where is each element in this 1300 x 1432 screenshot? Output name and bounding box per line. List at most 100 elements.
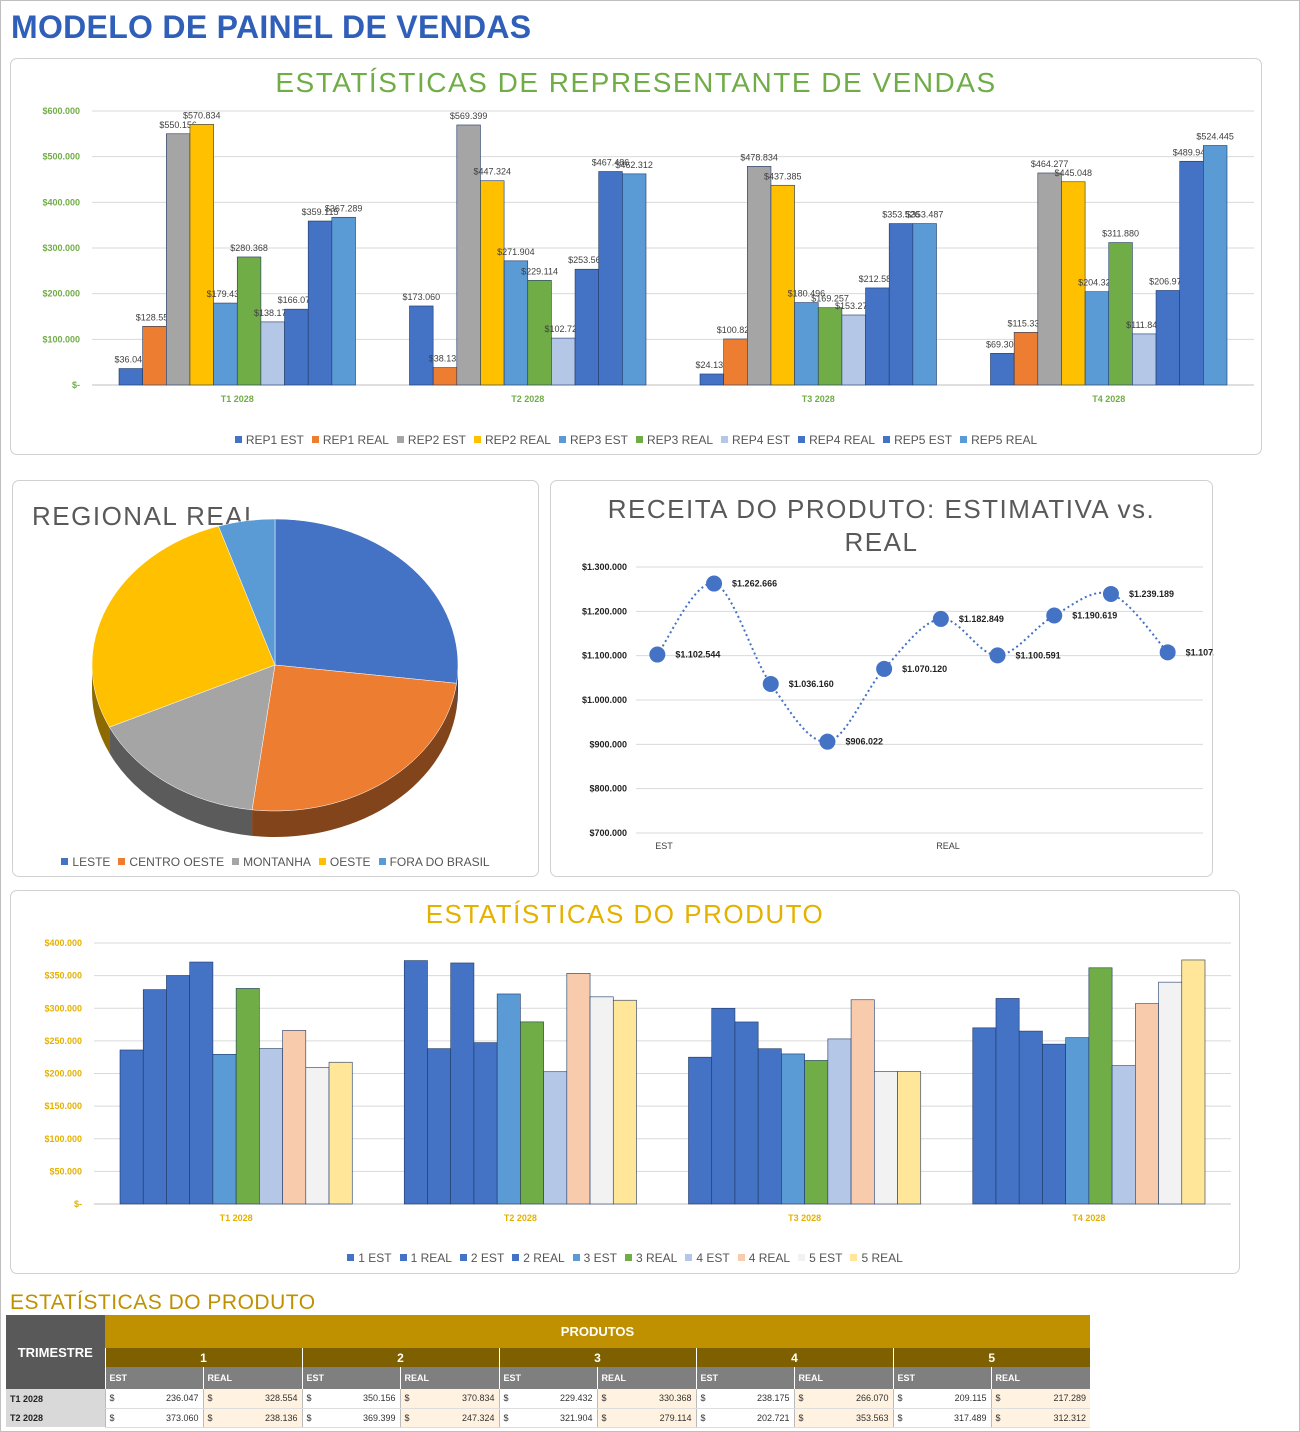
table-row: T2 2028 $373.060 $238.136 $369.399 $247.324 $… bbox=[6, 1408, 1090, 1428]
line-chart-title: RECEITA DO PRODUTO: ESTIMATIVA vs. REAL bbox=[607, 494, 1156, 557]
data-label: $353.487 bbox=[906, 210, 944, 220]
data-label: $906.022 bbox=[845, 737, 883, 747]
value-cell: $328.554 bbox=[202, 1389, 302, 1409]
legend-swatch bbox=[685, 1254, 693, 1261]
amount: 321.904 bbox=[559, 1412, 593, 1423]
bar bbox=[260, 321, 285, 386]
legend-label: REP1 REAL bbox=[322, 433, 389, 447]
legend-swatch bbox=[512, 1254, 520, 1261]
data-label: $173.060 bbox=[403, 292, 441, 302]
sub-header: REAL bbox=[990, 1367, 1090, 1389]
bar bbox=[827, 1038, 852, 1205]
data-label: $1.100.591 bbox=[1016, 650, 1061, 660]
value-cell: $217.289 bbox=[990, 1389, 1090, 1409]
data-label: $311.880 bbox=[1102, 229, 1139, 239]
sub-header: REAL bbox=[399, 1367, 499, 1389]
data-label: $271.904 bbox=[497, 247, 535, 257]
y-tick-label: $200.000 bbox=[42, 289, 80, 299]
bar bbox=[1179, 160, 1204, 386]
data-label: $1.239.189 bbox=[1129, 589, 1174, 599]
y-tick-label: $100.000 bbox=[42, 334, 80, 344]
legend-swatch bbox=[311, 436, 319, 443]
x-tick-label: T1 2028 bbox=[220, 1213, 253, 1223]
legend-item: 5 REAL bbox=[850, 1251, 903, 1265]
currency-symbol: $ bbox=[503, 1393, 509, 1404]
currency-symbol: $ bbox=[404, 1393, 410, 1404]
y-tick-label: $- bbox=[74, 1199, 82, 1209]
legend-item: FORA DO BRASIL bbox=[378, 855, 490, 869]
currency-symbol: $ bbox=[306, 1393, 312, 1404]
page-title: MODELO DE PAINEL DE VENDAS bbox=[11, 9, 532, 45]
bar bbox=[328, 1061, 353, 1205]
bar bbox=[897, 1071, 922, 1205]
product-number-header: 5 bbox=[892, 1348, 1090, 1367]
rep-bar-chart: $- $100.000 $200.000 $300.000 $400.000 $500.0… bbox=[42, 106, 1254, 404]
value-cell: $350.156 bbox=[301, 1389, 400, 1409]
data-label: $138.175 bbox=[254, 308, 292, 318]
value-cell: $279.114 bbox=[596, 1408, 696, 1428]
data-point bbox=[1046, 607, 1063, 624]
bar bbox=[166, 133, 191, 386]
bar bbox=[166, 975, 190, 1205]
product-number-header: 2 bbox=[301, 1348, 499, 1367]
legend-label: 4 EST bbox=[696, 1251, 730, 1265]
bar bbox=[1111, 1065, 1136, 1205]
currency-symbol: $ bbox=[306, 1412, 312, 1423]
y-tick-label: $50.000 bbox=[49, 1166, 82, 1176]
legend-swatch bbox=[721, 436, 729, 443]
data-label: $445.048 bbox=[1055, 168, 1093, 178]
legend-swatch bbox=[883, 436, 891, 443]
pie-slice bbox=[91, 525, 276, 728]
bar bbox=[307, 220, 333, 386]
x-tick-label: T4 2028 bbox=[1092, 394, 1125, 404]
product-number-header: 4 bbox=[695, 1348, 893, 1367]
data-label: $115.337 bbox=[1008, 318, 1045, 328]
y-tick-label: $1.200.000 bbox=[582, 606, 627, 616]
legend-label: 3 EST bbox=[583, 1251, 617, 1265]
bar bbox=[850, 999, 875, 1205]
data-label: $462.312 bbox=[615, 160, 653, 170]
bar bbox=[995, 998, 1020, 1205]
data-label: $204.328 bbox=[1078, 278, 1116, 288]
legend-item: REP4 REAL bbox=[798, 433, 875, 447]
value-cell: $369.399 bbox=[301, 1408, 400, 1428]
bar bbox=[566, 973, 591, 1205]
data-label: $153.279 bbox=[835, 301, 873, 311]
y-tick-label: $150.000 bbox=[44, 1101, 82, 1111]
data-label: $180.496 bbox=[788, 289, 826, 299]
data-label: $100.822 bbox=[717, 325, 755, 335]
data-point bbox=[1159, 644, 1176, 661]
currency-symbol: $ bbox=[601, 1393, 607, 1404]
data-point bbox=[932, 610, 949, 627]
amount: 229.432 bbox=[559, 1393, 593, 1404]
product-chart-legend: 1 EST 1 REAL 2 EST 2 REAL 3 EST 3 REAL 4 EST 4 … bbox=[11, 1251, 1239, 1265]
y-tick-label: $800.000 bbox=[589, 784, 627, 794]
amount: 238.136 bbox=[264, 1412, 298, 1423]
bar bbox=[1203, 145, 1228, 386]
amount: 370.834 bbox=[461, 1393, 495, 1404]
currency-symbol: $ bbox=[798, 1412, 804, 1423]
y-tick-label: $900.000 bbox=[589, 739, 627, 749]
bar bbox=[770, 184, 795, 386]
data-label: $1.102.544 bbox=[675, 650, 720, 660]
legend-item: REP2 EST bbox=[396, 433, 466, 447]
legend-item: REP5 EST bbox=[883, 433, 952, 447]
data-label: $38.136 bbox=[429, 354, 462, 364]
bar bbox=[235, 988, 260, 1205]
pie-slice bbox=[251, 664, 457, 812]
legend-swatch bbox=[347, 1254, 355, 1261]
data-point bbox=[989, 647, 1006, 664]
bar bbox=[305, 1067, 330, 1205]
data-label: $280.368 bbox=[230, 243, 268, 253]
legend-label: REP5 REAL bbox=[971, 433, 1038, 447]
legend-item: 5 EST bbox=[798, 1251, 842, 1265]
bar bbox=[331, 216, 356, 386]
legend-item: 2 EST bbox=[459, 1251, 504, 1265]
pie-slice bbox=[218, 518, 276, 666]
bar bbox=[1037, 172, 1062, 386]
legend-label: LESTE bbox=[72, 855, 111, 869]
currency-symbol: $ bbox=[700, 1412, 706, 1423]
pie-slice bbox=[109, 664, 276, 811]
bar bbox=[259, 1048, 283, 1205]
legend-label: 1 REAL bbox=[410, 1251, 452, 1265]
